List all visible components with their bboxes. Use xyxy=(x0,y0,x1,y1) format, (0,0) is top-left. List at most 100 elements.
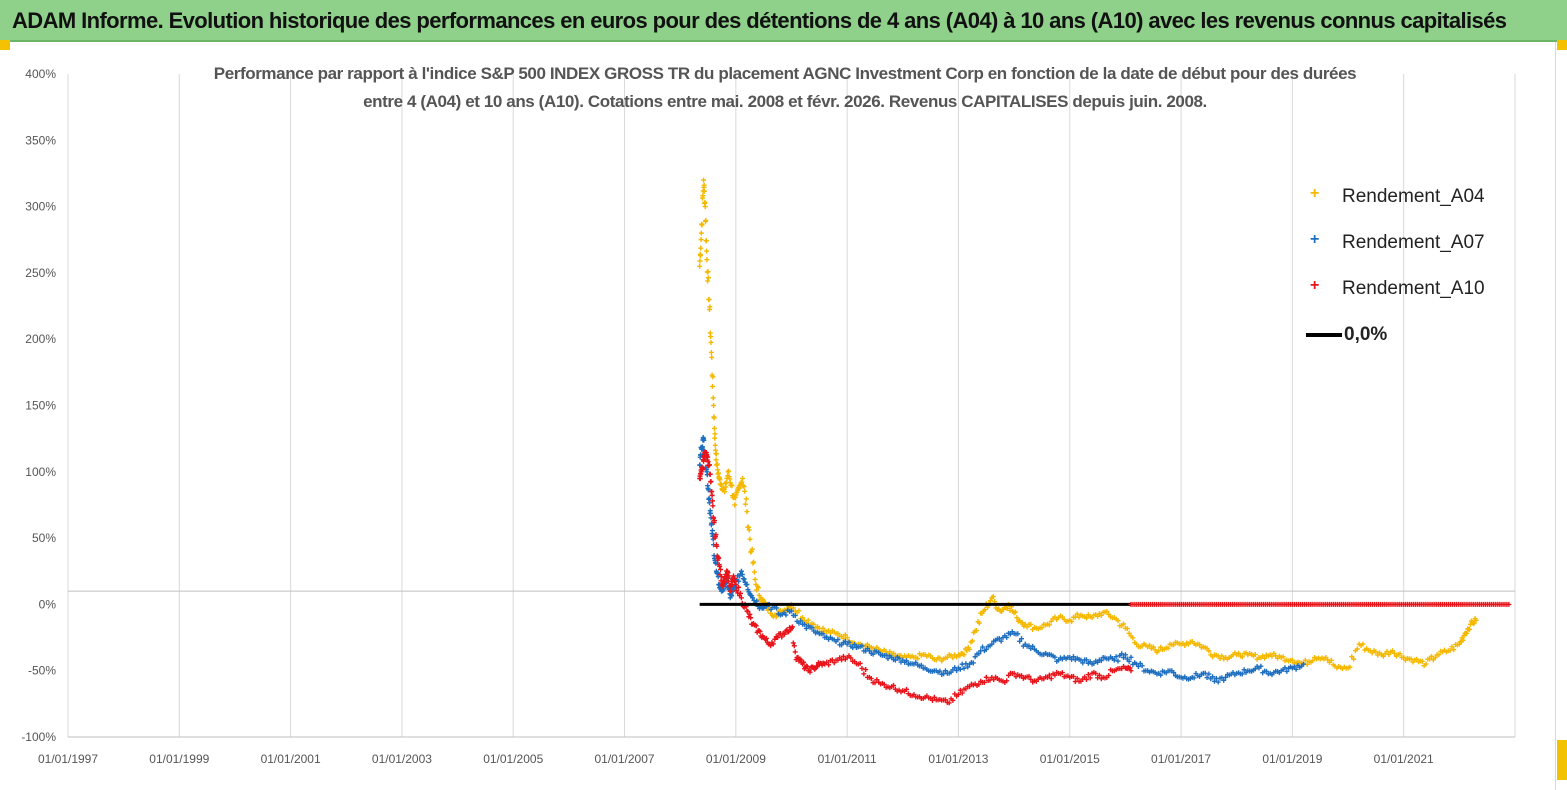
series-rendement-a10-point xyxy=(1070,673,1076,679)
series-rendement-a04-point xyxy=(961,652,967,658)
series-rendement-a04-point xyxy=(747,536,753,542)
series-rendement-a10-point xyxy=(708,479,714,484)
series-rendement-a04-point xyxy=(1115,618,1121,624)
series-rendement-a07-point xyxy=(1206,671,1212,677)
series-rendement-a07-point xyxy=(980,644,986,650)
series-rendement-a04-point xyxy=(1126,630,1132,636)
series-rendement-a07-point xyxy=(1121,655,1127,661)
series-rendement-a04-point xyxy=(717,477,723,483)
series-rendement-a10-point xyxy=(1082,674,1088,680)
series-rendement-a04-point xyxy=(751,559,757,565)
series-rendement-a07-point xyxy=(798,618,804,624)
legend-label-a04: Rendement_A04 xyxy=(1342,186,1485,207)
series-rendement-a04-point xyxy=(944,654,950,660)
series-rendement-a04-point xyxy=(1347,664,1353,670)
series-rendement-a04-point xyxy=(1280,654,1286,660)
series-rendement-a07-point xyxy=(1241,667,1247,673)
series-rendement-a04-point xyxy=(1252,652,1258,658)
series-rendement-a04-point xyxy=(706,296,712,302)
series-rendement-a04-point xyxy=(697,263,703,269)
series-rendement-a10-point xyxy=(1074,675,1080,681)
series-rendement-a07-point xyxy=(1030,643,1036,649)
series-rendement-a07-point xyxy=(803,625,809,631)
series-rendement-a10-point xyxy=(824,659,830,665)
series-rendement-a04-point xyxy=(969,638,975,644)
y-tick-label: 100% xyxy=(25,465,56,479)
legend-item-a04: + Rendement_A04 xyxy=(1290,182,1500,212)
series-rendement-a07-point xyxy=(1015,631,1021,637)
series-rendement-a04-point xyxy=(987,598,993,604)
series-rendement-a10-point xyxy=(716,555,722,561)
series-rendement-a10-point xyxy=(700,465,706,471)
series-rendement-a04-point xyxy=(974,628,980,634)
series-rendement-a07-point xyxy=(1113,654,1119,660)
series-rendement-a10-point xyxy=(770,641,776,647)
series-rendement-a07-point xyxy=(709,528,715,534)
series-rendement-a04-point xyxy=(698,230,704,236)
series-rendement-a04-point xyxy=(1419,658,1425,664)
series-rendement-a04-point xyxy=(703,217,709,223)
series-rendement-a04-point xyxy=(1124,626,1130,632)
series-rendement-a07-point xyxy=(970,660,976,666)
series-rendement-a04-point xyxy=(805,617,811,623)
series-rendement-a07-point xyxy=(1052,654,1058,660)
series-rendement-a07-point xyxy=(859,643,865,649)
series-rendement-a04-point xyxy=(1302,657,1308,663)
series-rendement-a10-point xyxy=(891,682,897,688)
series-rendement-a04-point xyxy=(1152,647,1158,653)
series-rendement-a04-point xyxy=(729,483,735,489)
series-rendement-a10-point xyxy=(950,697,956,703)
series-rendement-a07-point xyxy=(942,668,948,674)
y-tick-label: 200% xyxy=(25,332,56,346)
series-rendement-a07-point xyxy=(996,636,1002,642)
series-rendement-a04-point xyxy=(701,188,707,194)
series-rendement-a10-point xyxy=(727,588,733,594)
series-rendement-a04-point xyxy=(699,222,705,228)
series-rendement-a07-point xyxy=(1070,654,1076,660)
series-rendement-a04-point xyxy=(765,607,771,613)
x-tick-label: 01/01/2019 xyxy=(1262,752,1322,766)
series-rendement-a10-point xyxy=(748,615,754,621)
series-rendement-a07-point xyxy=(965,664,971,670)
series-rendement-a07-point xyxy=(774,605,780,611)
series-rendement-a10-point xyxy=(801,659,807,665)
series-rendement-a04-point xyxy=(1089,615,1095,621)
series-rendement-a04-point xyxy=(842,632,848,638)
series-rendement-a07-point xyxy=(783,612,789,618)
series-rendement-a04-point xyxy=(741,484,747,490)
series-rendement-a07-point xyxy=(957,666,963,672)
series-rendement-a10-point xyxy=(709,498,715,504)
series-rendement-a04-point xyxy=(748,549,754,555)
series-rendement-a10-point xyxy=(1004,678,1010,684)
series-rendement-a04-point xyxy=(1460,637,1466,643)
series-rendement-a07-point xyxy=(1301,661,1307,667)
series-rendement-a10-point xyxy=(723,575,729,581)
plus-marker-icon: + xyxy=(1310,185,1320,202)
series-rendement-a07-point xyxy=(744,582,750,588)
x-tick-label: 01/01/2015 xyxy=(1040,752,1100,766)
series-rendement-a04-point xyxy=(1046,622,1052,628)
series-rendement-a04-point xyxy=(714,461,720,467)
series-rendement-a07-point xyxy=(846,639,852,645)
series-rendement-a10-point xyxy=(768,643,774,649)
y-tick-label: 50% xyxy=(32,531,56,545)
series-rendement-a04-point xyxy=(1380,653,1386,659)
series-rendement-a04-point xyxy=(698,237,704,243)
series-rendement-a10-point xyxy=(1083,677,1089,683)
series-rendement-a10-point xyxy=(745,609,751,615)
series-rendement-a04-point xyxy=(1028,621,1034,627)
series-rendement-a10-point xyxy=(775,635,781,641)
series-rendement-a04-point xyxy=(713,451,719,457)
series-rendement-a04-point xyxy=(835,630,841,636)
series-rendement-a10-point xyxy=(1085,672,1091,678)
series-rendement-a10-point xyxy=(718,574,724,580)
series-rendement-a07-point xyxy=(1158,672,1164,678)
series-rendement-a07-point xyxy=(918,662,924,668)
series-rendement-a04-point xyxy=(711,403,717,408)
series-rendement-a07-point xyxy=(1221,677,1227,683)
x-tick-label: 01/01/2013 xyxy=(928,752,988,766)
chart-legend: + Rendement_A04 + Rendement_A07 + Rendem… xyxy=(1290,182,1500,362)
y-tick-label: 250% xyxy=(25,266,56,280)
series-rendement-a04-point xyxy=(1239,654,1245,660)
series-rendement-a04-point xyxy=(1397,651,1403,657)
